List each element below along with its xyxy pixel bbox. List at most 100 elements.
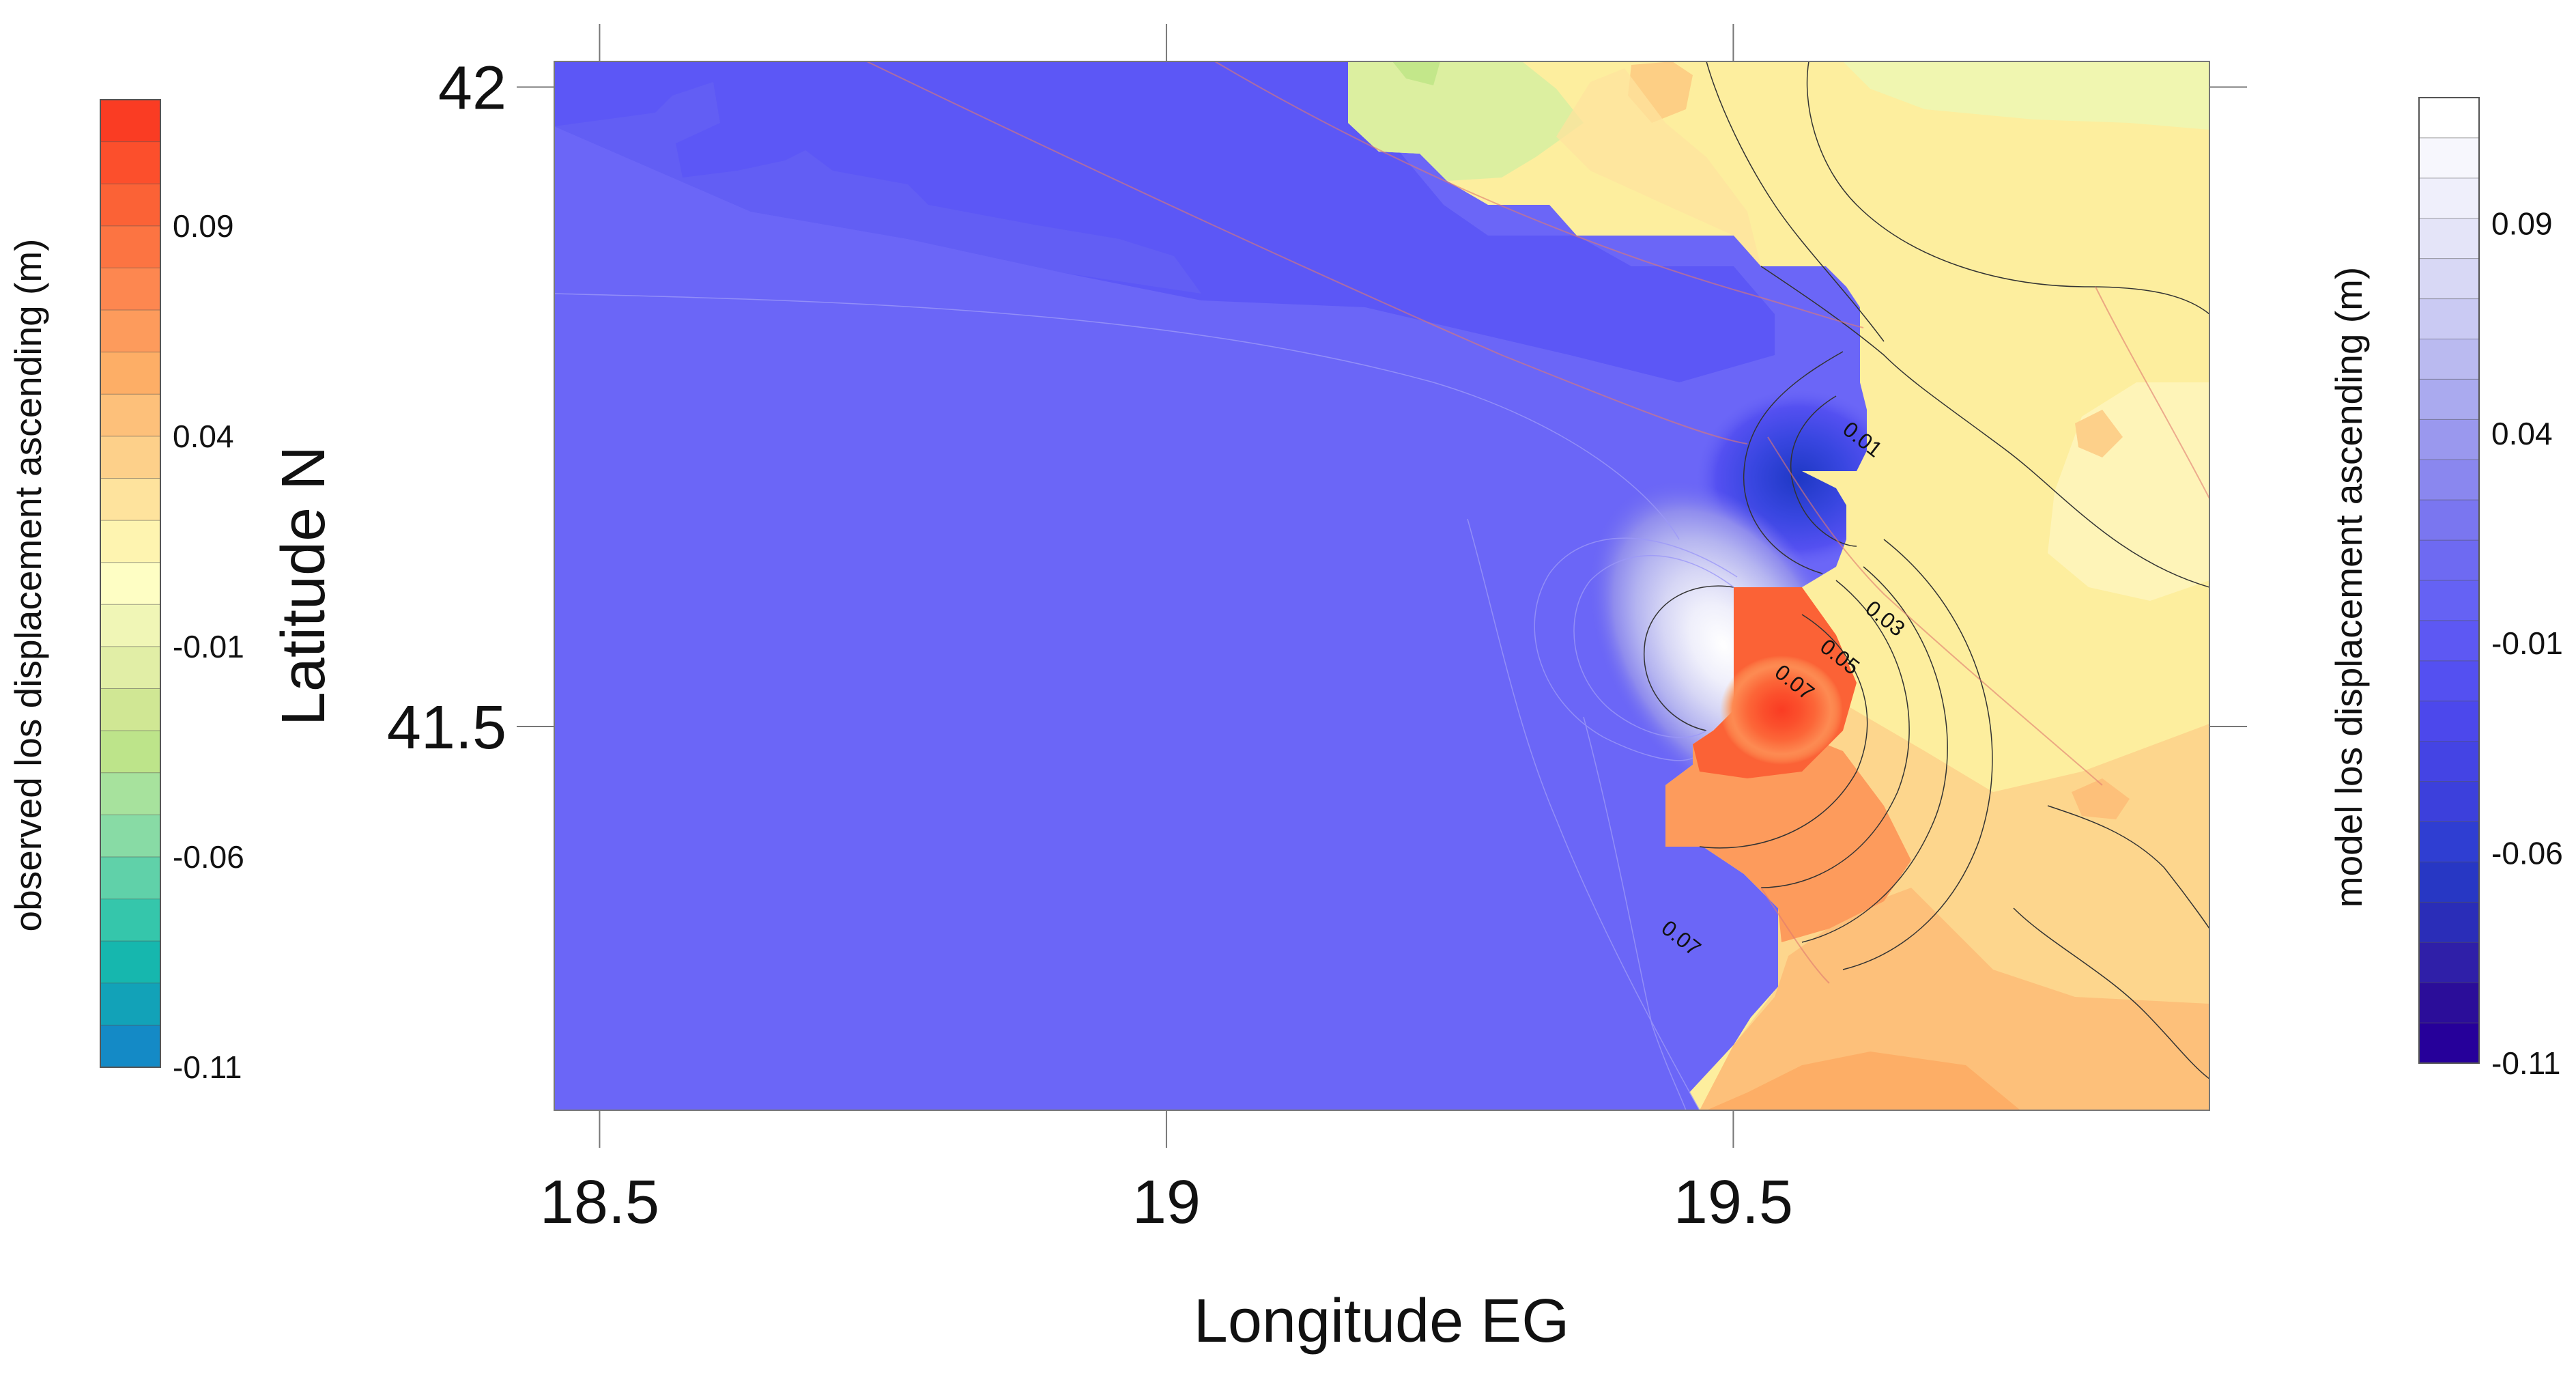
colorbar-swatch	[100, 604, 160, 647]
colorbar-swatch	[2419, 419, 2479, 460]
fault-lines	[866, 61, 2209, 984]
colorbar-swatch	[2419, 862, 2479, 903]
colorbar-swatch	[100, 268, 160, 311]
fault-line	[866, 61, 1748, 445]
colorbar-tick-label: -0.01	[2491, 625, 2563, 661]
colorbar-swatch	[100, 184, 160, 227]
x-tick-label: 19.5	[1674, 1168, 1793, 1237]
x-axis-label: Longitude EG	[1194, 1287, 1569, 1355]
colorbar-swatch	[100, 141, 160, 184]
colorbar-swatch	[2419, 580, 2479, 621]
colorbar-swatch	[100, 100, 160, 143]
colorbar-tick-label: -0.06	[173, 839, 244, 875]
model-contour-line	[1583, 716, 1687, 1110]
colorbar-swatch	[100, 856, 160, 900]
colorbar-swatch	[2419, 741, 2479, 782]
colorbar-swatch	[2419, 379, 2479, 420]
colorbar-swatch	[100, 815, 160, 858]
observed-colorbar: 0.09 0.04 -0.01 -0.06 -0.11	[100, 99, 244, 1085]
colorbar-swatch	[100, 941, 160, 984]
colorbar-swatch	[100, 688, 160, 731]
colorbar-tick-label: -0.11	[173, 1049, 242, 1085]
contour-line	[1706, 61, 1885, 342]
colorbar-tick-label: 0.09	[2491, 206, 2553, 241]
model-contour-line	[1467, 518, 1700, 1110]
plot-frame	[554, 61, 2210, 1111]
model-colorbar-label: model los displacement ascending (m)	[2328, 267, 2370, 908]
colorbar-swatch	[2419, 339, 2479, 380]
observed-field-orange-patch-2	[2072, 778, 2130, 819]
contour-line	[1760, 580, 1910, 888]
model-contour-line	[1534, 537, 1738, 761]
contour-line	[1806, 61, 2209, 315]
model-field-deep-band	[554, 61, 1775, 382]
y-axis-ticks: 41.5 42	[387, 54, 2247, 762]
contour-line	[1699, 614, 1868, 849]
colorbar-swatch	[100, 520, 160, 563]
colorbar-swatch	[2419, 701, 2479, 742]
colorbar-swatch	[100, 899, 160, 942]
colorbar-swatch	[100, 731, 160, 774]
x-axis-ticks: 18.5 19 19.5	[540, 24, 1793, 1237]
colorbar-swatch	[100, 394, 160, 437]
colorbar-swatch	[100, 772, 160, 815]
colorbar-swatch	[100, 562, 160, 605]
fault-line	[1767, 436, 2103, 786]
contour-line	[2013, 907, 2209, 1080]
colorbar-swatch	[2419, 1023, 2479, 1064]
x-tick-label: 19	[1132, 1168, 1201, 1237]
y-axis-label: Latitude N	[270, 446, 338, 726]
colorbar-tick-label: -0.01	[173, 629, 244, 664]
colorbar-swatch	[2419, 540, 2479, 581]
model-contour-line	[1573, 555, 1734, 738]
observed-field-yellow-green-north	[1843, 61, 2209, 130]
observed-field-southeast-orange	[1700, 888, 2209, 1110]
colorbar-tick-label: 0.09	[173, 208, 234, 244]
colorbar-swatch	[2419, 460, 2479, 500]
colorbar-swatch	[100, 983, 160, 1026]
colorbar-swatch	[2419, 98, 2479, 139]
model-coast-band	[554, 82, 1201, 294]
colorbar-tick-label: -0.06	[2491, 836, 2563, 871]
y-tick-label: 41.5	[387, 694, 506, 762]
y-tick-label: 42	[438, 54, 506, 122]
observed-field-green-spot	[1392, 61, 1440, 85]
colorbar-swatch	[100, 225, 160, 269]
colorbar-swatch	[2419, 821, 2479, 863]
colorbar-swatch	[100, 646, 160, 690]
colorbar-swatch	[100, 1025, 160, 1068]
contour-line	[1760, 266, 2209, 588]
contour-lines	[1644, 61, 2209, 1080]
colorbar-swatch	[2419, 178, 2479, 219]
colorbar-swatch	[2419, 137, 2479, 179]
colorbar-tick-label: 0.04	[2491, 416, 2553, 451]
colorbar-frame	[2418, 97, 2480, 1064]
colorbar-swatch	[2419, 258, 2479, 300]
colorbar-swatch	[2419, 983, 2479, 1024]
colorbar-swatch	[100, 478, 160, 521]
observed-colorbar-label: observed los displacement ascending (m)	[7, 239, 49, 932]
fault-line	[1214, 61, 1864, 328]
contour-line	[1644, 585, 1734, 731]
colorbar-swatch	[100, 352, 160, 395]
colorbar-swatch	[2419, 942, 2479, 983]
colorbar-swatch	[2419, 902, 2479, 943]
colorbar-swatch	[2419, 660, 2479, 702]
colorbar-tick-label: -0.11	[2491, 1045, 2560, 1081]
contour-line	[1743, 351, 1844, 574]
plot-area: 0.010.030.050.070.07 18.5 19 19.5 41.542 L…	[270, 24, 2247, 1355]
model-colorbar: 0.09 0.04 -0.01 -0.06 -0.11	[2418, 97, 2563, 1081]
observed-field-orange-patch	[2075, 410, 2123, 457]
colorbar-swatch	[100, 436, 160, 479]
fault-line	[2095, 286, 2209, 499]
colorbar-swatch	[2419, 781, 2479, 823]
colorbar-swatch	[100, 310, 160, 353]
contour-line	[1842, 539, 1993, 970]
observed-field-pale-band	[1556, 68, 1761, 266]
observed-field-southeast-deep-orange	[1706, 1052, 2020, 1110]
model-contour-lines	[554, 293, 1738, 1110]
contour-line	[2047, 805, 2209, 929]
colorbar-swatch	[2419, 500, 2479, 541]
